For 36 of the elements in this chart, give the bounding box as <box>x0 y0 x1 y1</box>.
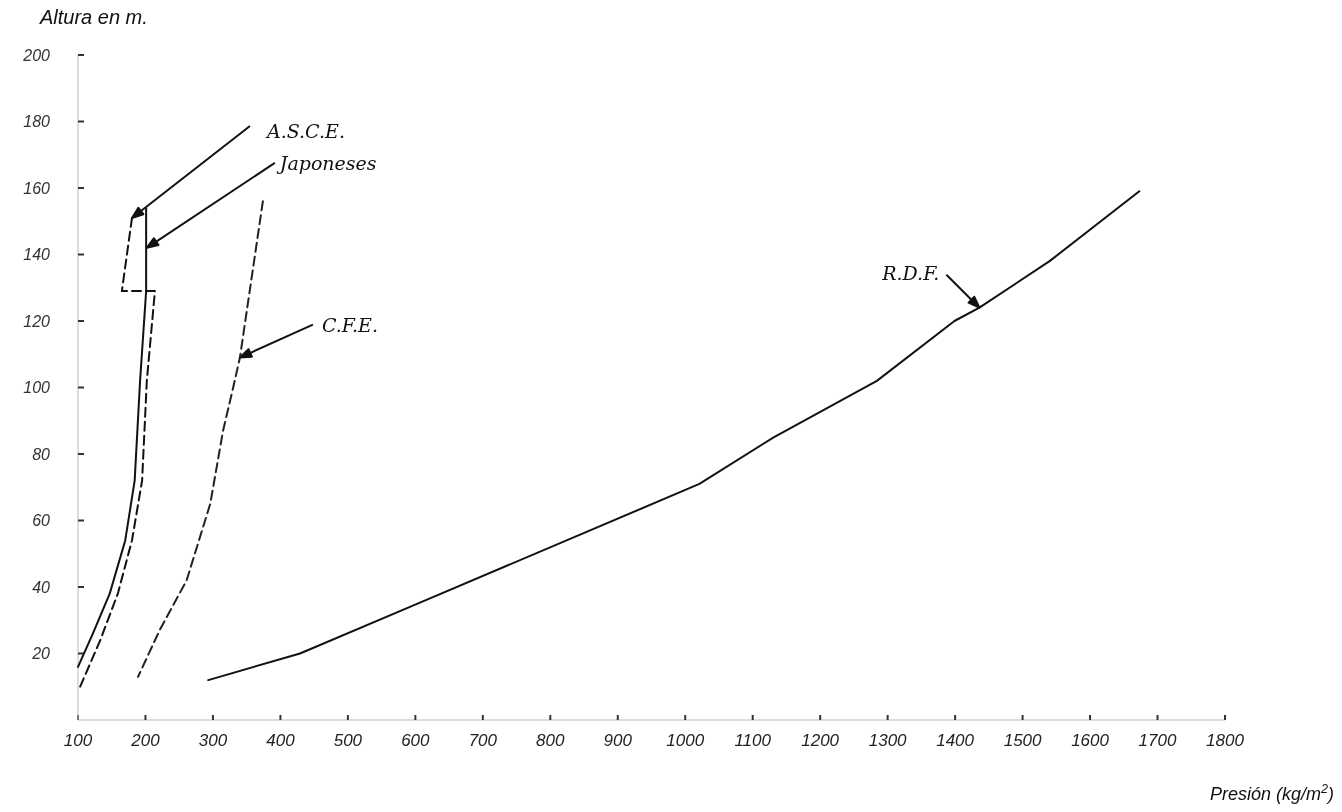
y-tick-label: 140 <box>23 246 51 264</box>
x-tick-label: 1300 <box>868 731 908 750</box>
x-tick-label: 1000 <box>666 731 705 750</box>
annotation: Japoneses <box>275 151 377 174</box>
y-tick-label: 180 <box>23 113 51 131</box>
x-tick-label: 1100 <box>734 731 772 750</box>
y-tick-label: 160 <box>23 179 51 197</box>
x-tick-label: 400 <box>266 731 296 750</box>
y-tick-label: 80 <box>32 445 51 463</box>
x-axis-title: Presión (kg/m$^{2}$) <box>1209 782 1334 804</box>
x-tick-label: 1200 <box>801 731 840 750</box>
y-tick-label: 60 <box>32 512 51 530</box>
y-axis-title: Altura en m. <box>39 6 148 28</box>
x-tick-label: 100 <box>63 731 93 750</box>
x-tick-label: 1800 <box>1206 731 1245 750</box>
y-tick-label: 20 <box>31 645 51 663</box>
x-tick-label: 200 <box>130 731 161 750</box>
line-series <box>137 200 264 678</box>
y-tick-label: 100 <box>23 379 51 397</box>
x-tick-label: 1700 <box>1138 731 1177 750</box>
x-tick-label: 1600 <box>1071 731 1110 750</box>
y-tick-label: 120 <box>23 312 51 330</box>
annotation: R.D.F. <box>881 261 940 284</box>
y-tick-label: 200 <box>22 46 51 64</box>
x-tick-label: 1400 <box>936 731 975 750</box>
x-tick-label: 800 <box>536 731 566 750</box>
x-tick-label: 600 <box>401 731 431 750</box>
annotation: C.F.E. <box>321 313 379 336</box>
x-tick-label: 700 <box>468 731 498 750</box>
x-tick-label: 900 <box>603 731 633 750</box>
y-tick-label: 40 <box>32 578 51 596</box>
line-series <box>207 190 1141 682</box>
annotation: A.S.C.E. <box>264 119 345 142</box>
x-tick-label: 300 <box>198 731 228 750</box>
x-tick-label: 500 <box>333 731 363 750</box>
x-tick-label: 1500 <box>1003 731 1043 750</box>
